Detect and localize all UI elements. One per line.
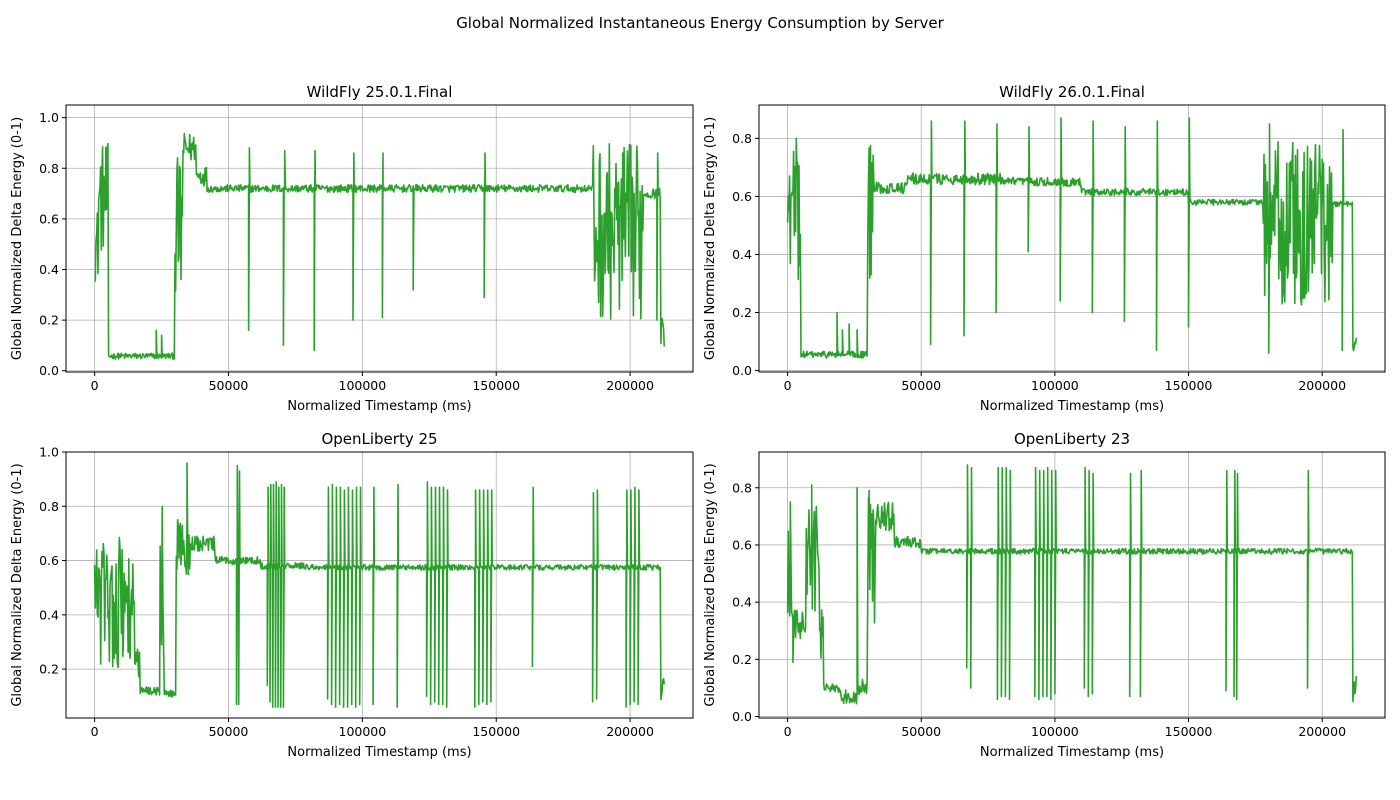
y-tick-label: 0.2: [39, 313, 59, 328]
axes-frame: [758, 451, 1386, 719]
subplot-title: WildFly 25.0.1.Final: [307, 83, 453, 101]
series-line: [94, 132, 665, 360]
x-tick-label: 200000: [606, 724, 654, 739]
x-tick-label: 100000: [339, 724, 387, 739]
x-tick-label: 50000: [901, 724, 941, 739]
y-tick-label: 0.4: [732, 247, 752, 262]
subplot-title: OpenLiberty 23: [1014, 430, 1130, 448]
axes-frame: [65, 451, 694, 719]
series-line: [93, 462, 665, 708]
x-axis-label: Normalized Timestamp (ms): [287, 399, 471, 414]
series-line: [786, 117, 1358, 359]
x-tick-label: 150000: [472, 378, 520, 393]
x-tick-label: 200000: [1298, 724, 1346, 739]
axes-frame: [758, 104, 1386, 373]
y-tick-label: 0.2: [39, 662, 59, 677]
x-tick-label: 200000: [606, 378, 654, 393]
y-tick-label: 0.2: [732, 652, 752, 667]
y-axis-label: Global Normalized Delta Energy (0-1): [703, 117, 718, 360]
y-tick-label: 0.8: [39, 499, 59, 514]
x-tick-label: 50000: [209, 378, 249, 393]
subplot-title: WildFly 26.0.1.Final: [999, 83, 1145, 101]
subplot-4: 0 50000 100000 150000 200000 0.0 0.2 0.4 0.6 0.8 O…: [703, 430, 1386, 760]
x-tick-label: 50000: [901, 378, 941, 393]
subplots: 0 50000 100000 150000 200000 0.0 0.2 0.4 0.6 0.8 1…: [10, 83, 1386, 760]
y-tick-label: 0.0: [732, 709, 752, 724]
x-tick-label: 0: [91, 378, 99, 393]
subplot-1: 0 50000 100000 150000 200000 0.0 0.2 0.4 0.6 0.8 1…: [10, 83, 694, 414]
y-tick-label: 1.0: [39, 110, 59, 125]
x-tick-label: 200000: [1298, 378, 1346, 393]
y-tick-label: 0.4: [39, 262, 59, 277]
y-tick-label: 0.6: [39, 553, 59, 568]
x-tick-label: 100000: [1031, 378, 1079, 393]
subplot-3: 0 50000 100000 150000 200000 0.2 0.4 0.6 0.8 1.0 O…: [10, 430, 694, 760]
figure-title: Global Normalized Instantaneous Energy C…: [456, 14, 944, 32]
x-tick-label: 150000: [1165, 378, 1213, 393]
y-axis-label: Global Normalized Delta Energy (0-1): [10, 463, 25, 706]
x-tick-label: 0: [91, 724, 99, 739]
y-tick-label: 0.6: [732, 189, 752, 204]
y-axis-label: Global Normalized Delta Energy (0-1): [703, 463, 718, 706]
y-tick-label: 0.6: [732, 537, 752, 552]
x-tick-label: 50000: [209, 724, 249, 739]
y-tick-label: 0.8: [732, 131, 752, 146]
x-tick-label: 150000: [472, 724, 520, 739]
x-tick-label: 150000: [1165, 724, 1213, 739]
x-axis-label: Normalized Timestamp (ms): [980, 399, 1164, 414]
y-tick-label: 0.0: [732, 363, 752, 378]
y-tick-label: 0.6: [39, 211, 59, 226]
x-tick-label: 0: [784, 724, 792, 739]
y-tick-label: 0.2: [732, 305, 752, 320]
x-axis-label: Normalized Timestamp (ms): [980, 745, 1164, 760]
y-tick-label: 0.0: [39, 363, 59, 378]
x-axis-label: Normalized Timestamp (ms): [287, 745, 471, 760]
x-tick-label: 0: [784, 378, 792, 393]
y-tick-label: 0.8: [39, 161, 59, 176]
x-tick-label: 100000: [1031, 724, 1079, 739]
y-tick-label: 0.4: [732, 595, 752, 610]
series-line: [786, 464, 1358, 705]
axes-frame: [65, 104, 694, 373]
x-tick-label: 100000: [339, 378, 387, 393]
subplot-title: OpenLiberty 25: [321, 430, 437, 448]
subplot-2: 0 50000 100000 150000 200000 0.0 0.2 0.4 0.6 0.8 W…: [703, 83, 1386, 414]
y-tick-label: 1.0: [39, 445, 59, 460]
y-tick-label: 0.4: [39, 607, 59, 622]
y-tick-label: 0.8: [732, 480, 752, 495]
y-axis-label: Global Normalized Delta Energy (0-1): [10, 117, 25, 360]
